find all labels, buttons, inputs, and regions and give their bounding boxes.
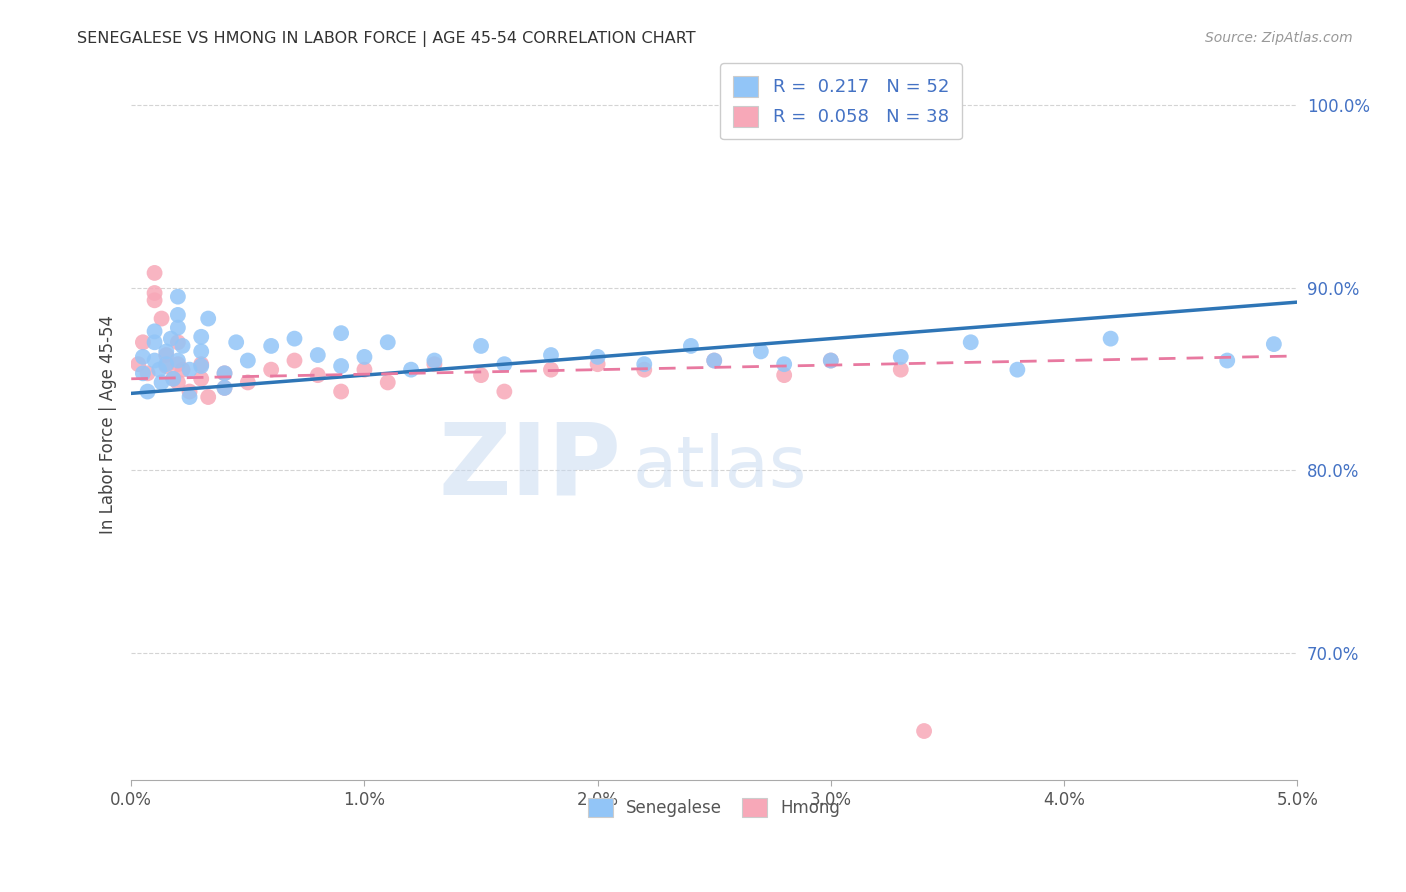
Point xyxy=(155,357,177,371)
Point xyxy=(167,335,190,350)
Point xyxy=(167,308,190,322)
Point xyxy=(155,359,177,373)
Text: Source: ZipAtlas.com: Source: ZipAtlas.com xyxy=(1205,31,1353,45)
Point xyxy=(214,367,236,381)
Point xyxy=(143,285,166,300)
Point xyxy=(540,362,562,376)
Y-axis label: In Labor Force | Age 45-54: In Labor Force | Age 45-54 xyxy=(100,315,117,534)
Point xyxy=(143,324,166,338)
Point xyxy=(1099,332,1122,346)
Point xyxy=(155,344,177,359)
Point xyxy=(377,335,399,350)
Point xyxy=(330,326,353,340)
Point xyxy=(679,339,702,353)
Point xyxy=(172,339,194,353)
Point xyxy=(155,348,177,362)
Point xyxy=(633,357,655,371)
Point xyxy=(912,724,935,739)
Text: SENEGALESE VS HMONG IN LABOR FORCE | AGE 45-54 CORRELATION CHART: SENEGALESE VS HMONG IN LABOR FORCE | AGE… xyxy=(77,31,696,47)
Point xyxy=(214,381,236,395)
Point xyxy=(353,362,375,376)
Point xyxy=(127,357,149,371)
Point xyxy=(494,384,516,399)
Point xyxy=(820,353,842,368)
Point xyxy=(540,348,562,362)
Point xyxy=(890,362,912,376)
Point xyxy=(703,353,725,368)
Point xyxy=(143,353,166,368)
Point xyxy=(773,357,796,371)
Point xyxy=(214,367,236,381)
Point xyxy=(236,353,259,368)
Point xyxy=(470,339,492,353)
Point xyxy=(214,381,236,395)
Point xyxy=(399,362,422,376)
Point xyxy=(423,357,446,371)
Point xyxy=(162,372,184,386)
Point xyxy=(167,357,190,371)
Point xyxy=(190,372,212,386)
Point xyxy=(820,353,842,368)
Point xyxy=(586,350,609,364)
Point xyxy=(190,330,212,344)
Point xyxy=(330,384,353,399)
Point xyxy=(1263,337,1285,351)
Point xyxy=(1216,353,1239,368)
Point xyxy=(172,362,194,376)
Point xyxy=(633,362,655,376)
Point xyxy=(160,332,183,346)
Point xyxy=(150,376,173,390)
Text: ZIP: ZIP xyxy=(439,418,621,516)
Point xyxy=(586,357,609,371)
Point xyxy=(167,320,190,334)
Point xyxy=(330,359,353,373)
Point xyxy=(1007,362,1029,376)
Point xyxy=(703,353,725,368)
Point xyxy=(167,290,190,304)
Point xyxy=(190,344,212,359)
Point xyxy=(494,357,516,371)
Point xyxy=(132,350,155,364)
Point xyxy=(179,390,201,404)
Point xyxy=(143,293,166,308)
Point xyxy=(959,335,981,350)
Point xyxy=(260,339,283,353)
Point xyxy=(423,353,446,368)
Point xyxy=(470,368,492,383)
Point xyxy=(307,348,329,362)
Point xyxy=(190,357,212,371)
Point xyxy=(143,335,166,350)
Legend: Senegalese, Hmong: Senegalese, Hmong xyxy=(579,789,849,825)
Point xyxy=(132,367,155,381)
Point xyxy=(136,367,159,381)
Point xyxy=(773,368,796,383)
Point xyxy=(377,376,399,390)
Point xyxy=(150,311,173,326)
Point xyxy=(283,353,305,368)
Point xyxy=(136,384,159,399)
Text: atlas: atlas xyxy=(633,433,807,501)
Point xyxy=(162,372,184,386)
Point xyxy=(190,359,212,373)
Point xyxy=(307,368,329,383)
Point xyxy=(132,335,155,350)
Point xyxy=(148,362,170,376)
Point xyxy=(143,266,166,280)
Point xyxy=(167,376,190,390)
Point xyxy=(283,332,305,346)
Point xyxy=(197,311,219,326)
Point xyxy=(179,362,201,376)
Point xyxy=(353,350,375,364)
Point xyxy=(197,390,219,404)
Point xyxy=(236,376,259,390)
Point xyxy=(167,353,190,368)
Point xyxy=(749,344,772,359)
Point xyxy=(260,362,283,376)
Point xyxy=(225,335,247,350)
Point xyxy=(179,384,201,399)
Point xyxy=(890,350,912,364)
